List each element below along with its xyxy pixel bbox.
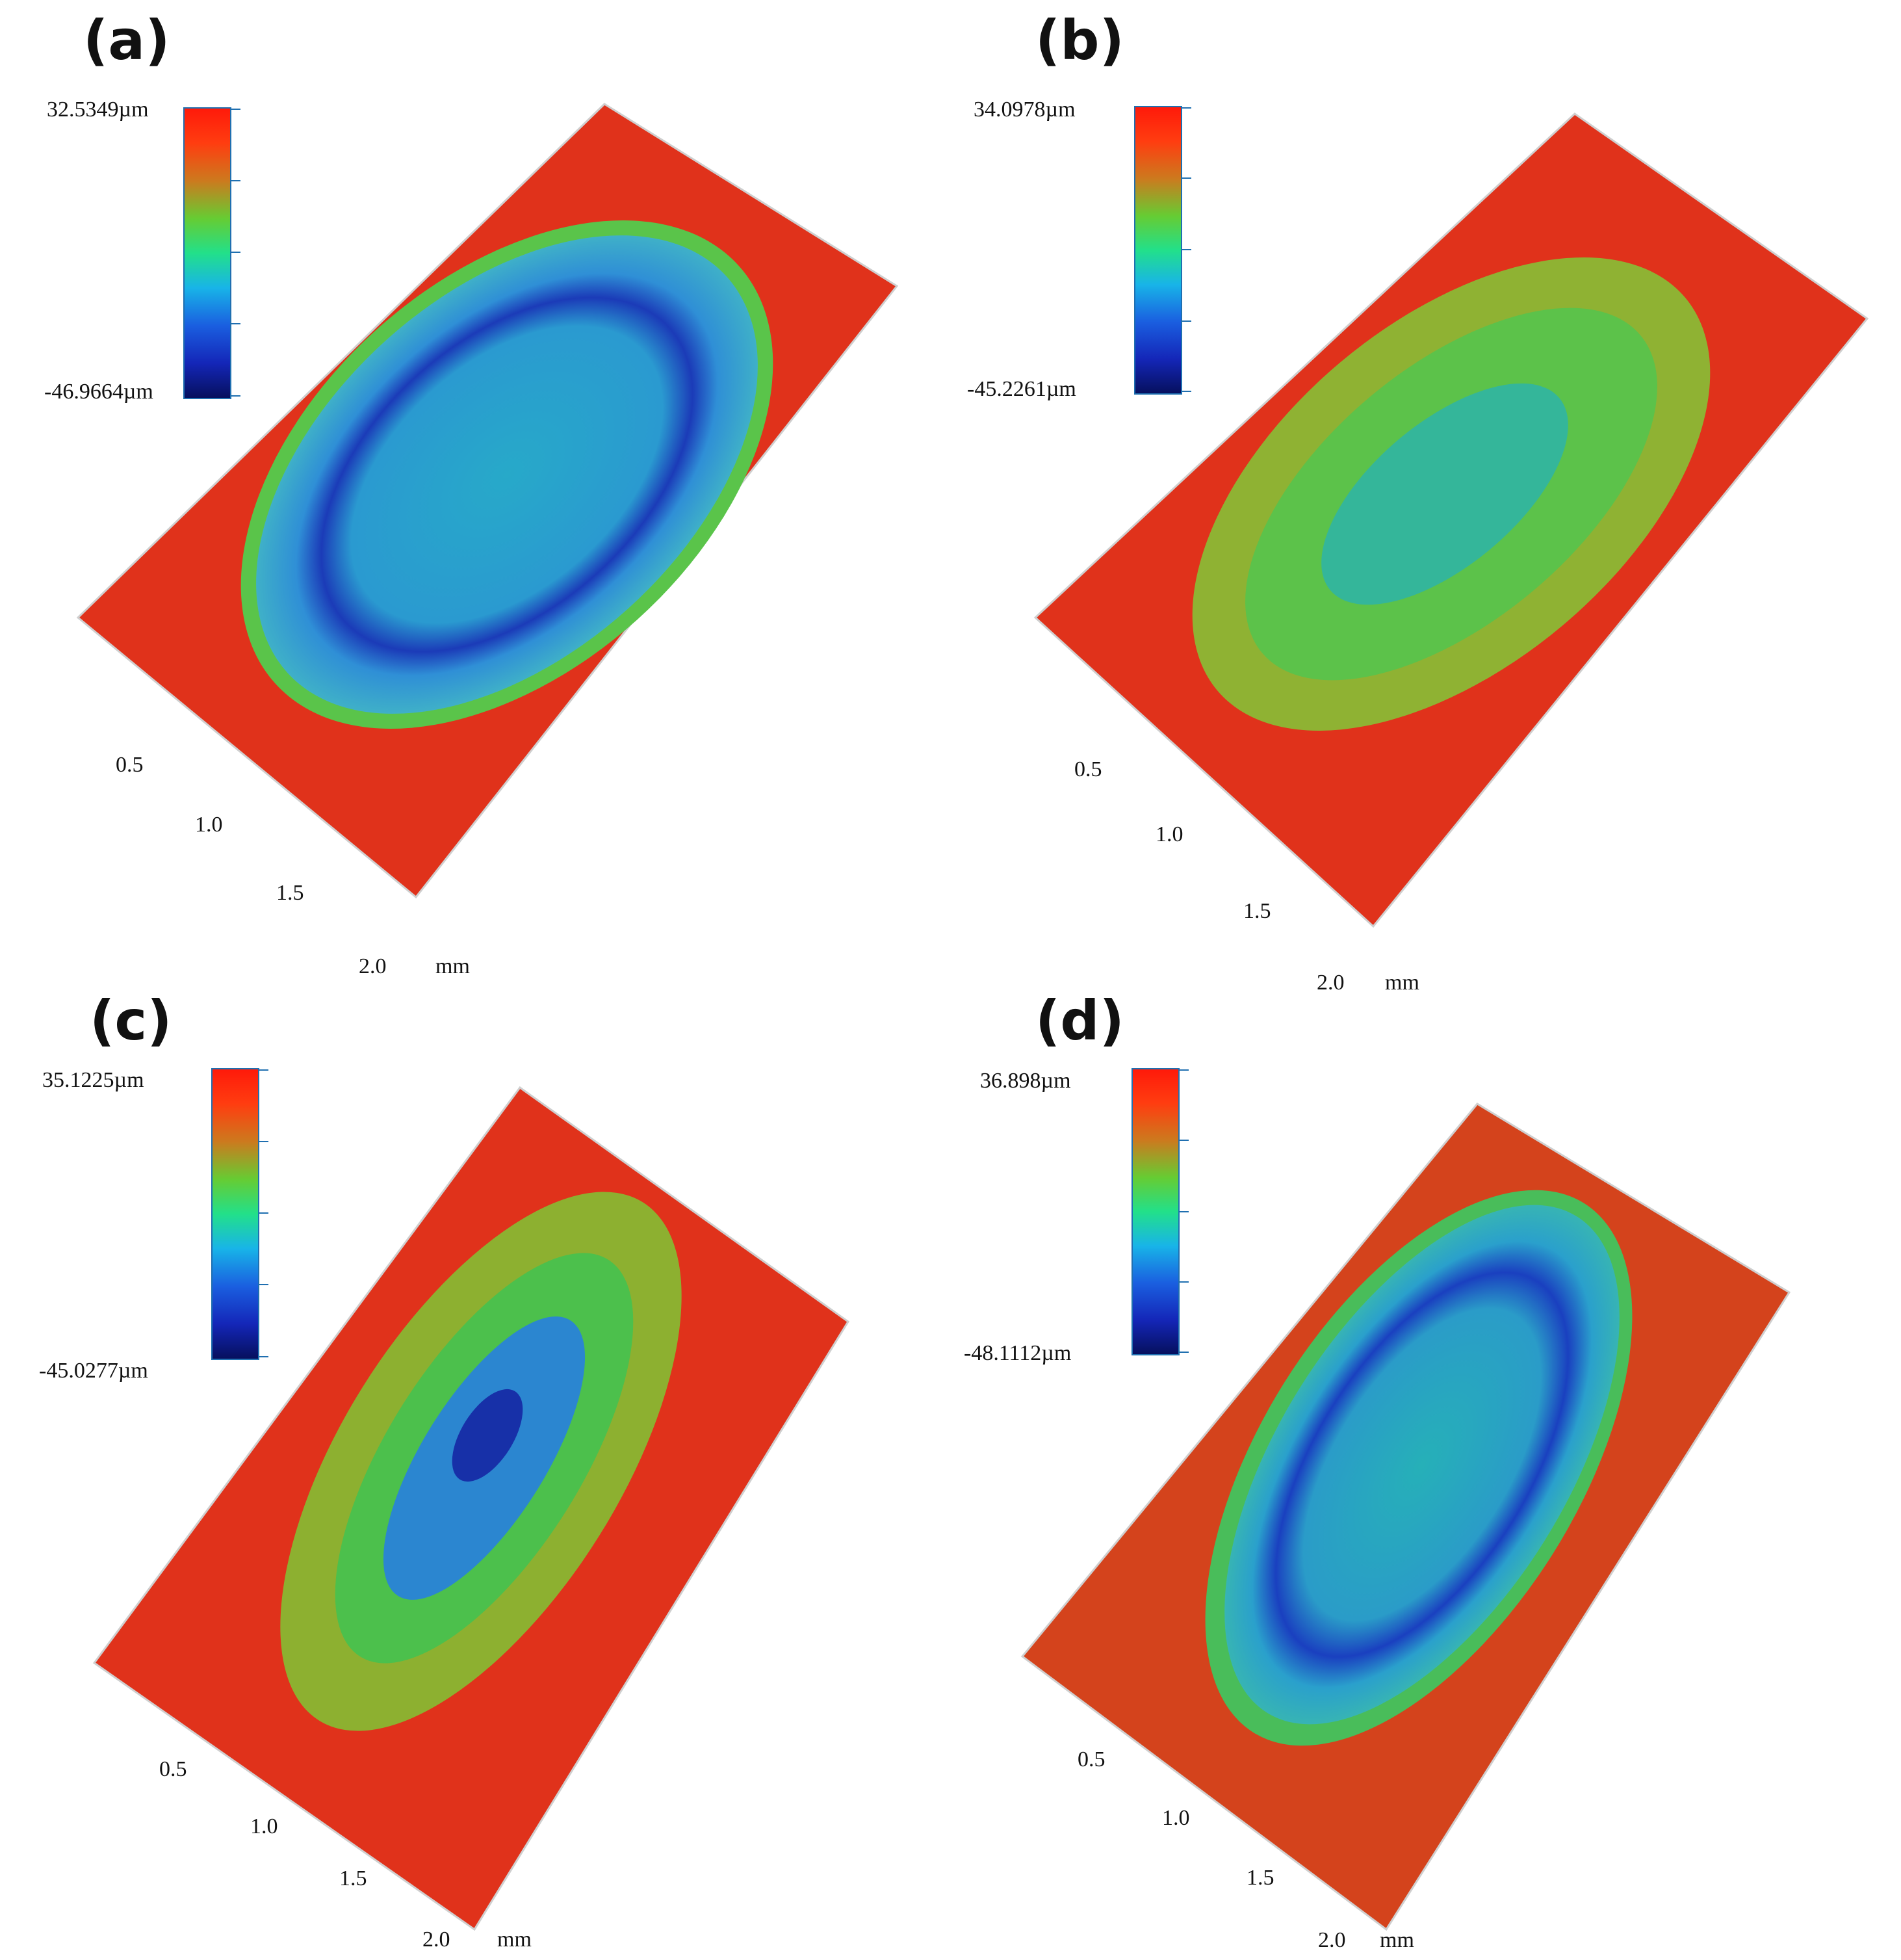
axis-tick-label: 1.0: [1162, 1806, 1190, 1830]
panel-a: (a) 32.5349µm -46.9664µm 0.5 1.0 1.5 2.0…: [0, 0, 950, 980]
axis-tick-label: 2.0: [422, 1927, 450, 1952]
axis-tick-label: 1.0: [1156, 822, 1183, 846]
colorbar-min-label: -45.0277µm: [39, 1359, 148, 1383]
axis-unit-label: mm: [497, 1927, 532, 1952]
axis-tick-label: 2.0: [1317, 971, 1345, 995]
surface-plot-b: [1033, 112, 1869, 928]
colorbar-max-label: 34.0978µm: [974, 98, 1076, 122]
axis-tick-label: 1.0: [195, 813, 223, 837]
surface-plot-a: [76, 103, 899, 899]
surface-plot-d: [1020, 1103, 1791, 1931]
colorbar-max-label: 36.898µm: [980, 1069, 1071, 1093]
axis-tick-label: 0.5: [159, 1757, 187, 1781]
colorbar-max-label: 35.1225µm: [42, 1068, 144, 1092]
axis-tick-label: 1.0: [250, 1814, 278, 1838]
axis-tick-label: 1.5: [276, 881, 304, 905]
colorbar-min-label: -48.1112µm: [964, 1341, 1072, 1365]
panel-label: (a): [83, 8, 170, 72]
colorbar-min-label: -45.2261µm: [967, 377, 1076, 401]
panel-label: (c): [90, 989, 172, 1052]
axis-unit-label: mm: [1380, 1928, 1414, 1952]
colorbar-min-label: -46.9664µm: [44, 380, 153, 404]
colorbar: [1134, 106, 1191, 395]
panel-label: (d): [1035, 989, 1124, 1052]
panel-b: (b) 34.0978µm -45.2261µm 0.5 1.0 1.5 2.0…: [951, 0, 1901, 995]
axis-tick-label: 2.0: [1318, 1928, 1346, 1952]
axis-tick-label: 0.5: [1078, 1747, 1106, 1771]
surface-plot-c: [92, 1086, 850, 1931]
panel-label: (b): [1035, 8, 1124, 72]
colorbar: [1132, 1068, 1189, 1355]
axis-tick-label: 1.5: [1247, 1866, 1274, 1890]
panel-c: (c) 35.1225µm -45.0277µm 0.5 1.0 1.5 2.0…: [0, 980, 950, 1960]
axis-tick-label: 1.5: [339, 1866, 367, 1890]
axis-unit-label: mm: [1385, 971, 1419, 995]
axis-tick-label: 2.0: [359, 954, 387, 978]
axis-unit-label: mm: [435, 954, 470, 978]
colorbar: [183, 107, 240, 399]
axis-tick-label: 0.5: [116, 753, 144, 777]
axis-tick-label: 0.5: [1074, 757, 1102, 781]
colorbar-max-label: 32.5349µm: [47, 98, 149, 122]
axis-tick-label: 1.5: [1243, 899, 1271, 923]
colorbar: [211, 1068, 268, 1360]
panel-d: (d) 36.898µm -48.1112µm 0.5 1.0 1.5 2.0 …: [951, 980, 1901, 1960]
